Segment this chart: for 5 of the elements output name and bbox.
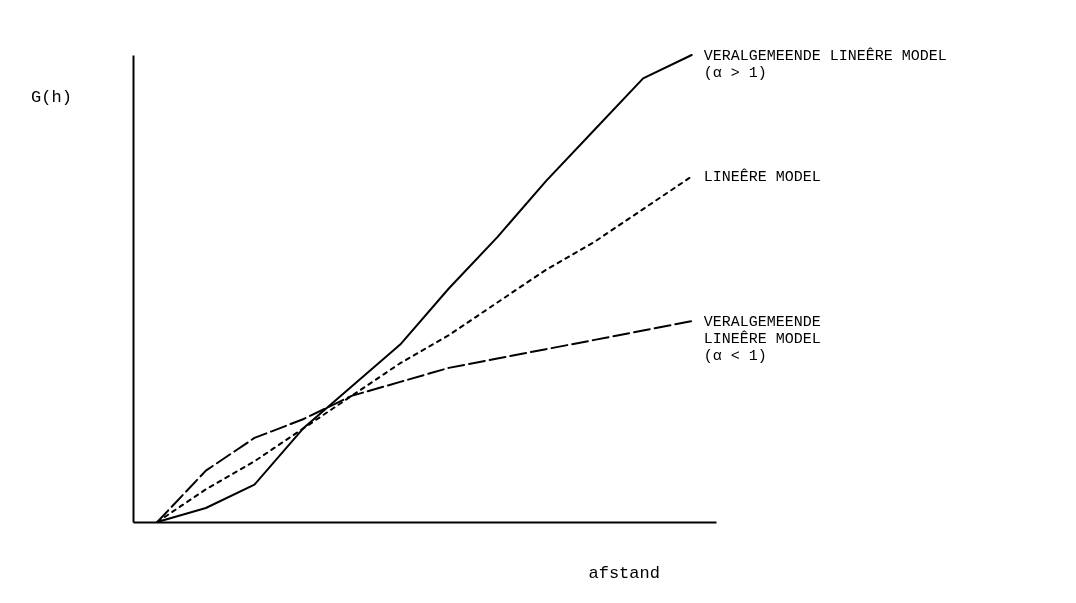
x-axis-title: afstand bbox=[588, 563, 660, 583]
series-label: LINEÊRE MODEL bbox=[703, 168, 821, 187]
y-axis-title: G(h) bbox=[31, 87, 72, 107]
series-label: VERALGEMEENDE LINEÊRE MODEL (α > 1) bbox=[703, 47, 947, 82]
series-label: VERALGEMEENDE LINEÊRE MODEL (α < 1) bbox=[703, 314, 821, 366]
